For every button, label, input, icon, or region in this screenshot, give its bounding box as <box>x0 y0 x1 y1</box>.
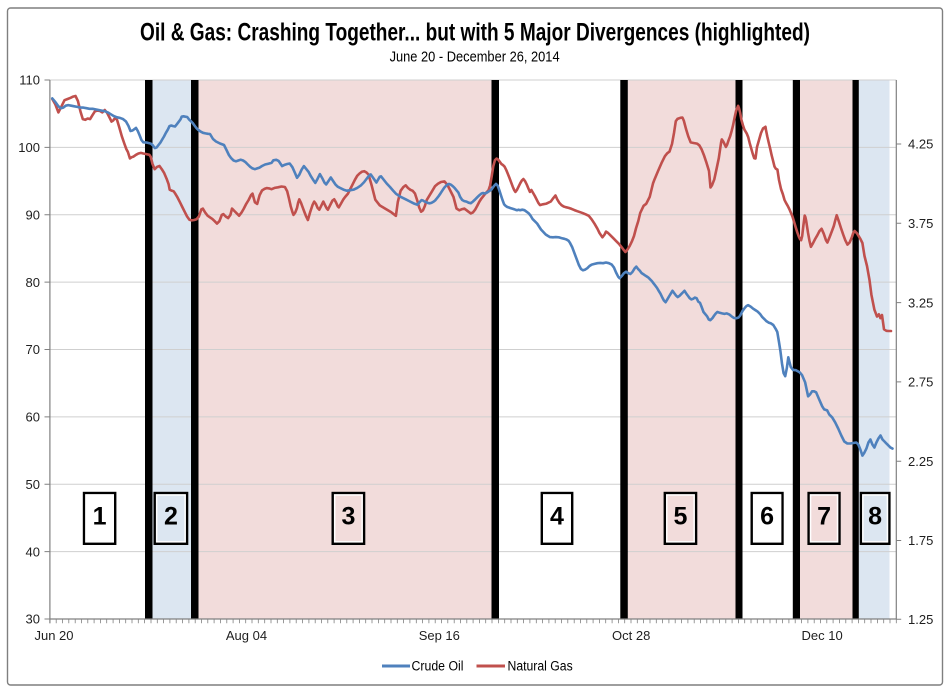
svg-text:6: 6 <box>760 503 774 531</box>
svg-text:110: 110 <box>19 73 40 88</box>
svg-text:Aug 04: Aug 04 <box>226 628 267 643</box>
svg-text:2.25: 2.25 <box>908 454 933 469</box>
svg-text:Oil & Gas: Crashing Together..: Oil & Gas: Crashing Together... but with… <box>140 19 810 47</box>
svg-text:5: 5 <box>673 503 687 531</box>
svg-text:60: 60 <box>26 410 40 425</box>
svg-text:1.25: 1.25 <box>908 612 933 627</box>
svg-text:Jun 20: Jun 20 <box>34 628 73 643</box>
svg-text:1: 1 <box>93 503 107 531</box>
svg-text:Sep 16: Sep 16 <box>419 628 460 643</box>
svg-text:June 20 - December 26, 2014: June 20 - December 26, 2014 <box>390 49 560 66</box>
svg-text:3.25: 3.25 <box>908 295 933 310</box>
svg-text:Natural Gas: Natural Gas <box>508 659 573 674</box>
svg-text:Dec 10: Dec 10 <box>801 628 842 643</box>
svg-text:Oct 28: Oct 28 <box>612 628 650 643</box>
svg-text:8: 8 <box>868 503 882 531</box>
svg-text:100: 100 <box>18 140 40 155</box>
svg-text:4: 4 <box>550 503 564 531</box>
svg-text:30: 30 <box>26 612 40 627</box>
svg-text:7: 7 <box>817 503 831 531</box>
svg-text:3.75: 3.75 <box>908 216 933 231</box>
svg-text:40: 40 <box>26 544 40 559</box>
svg-text:70: 70 <box>26 342 40 357</box>
svg-text:90: 90 <box>26 208 40 223</box>
svg-text:Crude Oil: Crude Oil <box>412 659 464 674</box>
svg-text:4.25: 4.25 <box>908 137 933 152</box>
svg-text:2: 2 <box>164 503 178 531</box>
svg-text:2.75: 2.75 <box>908 375 933 390</box>
svg-text:1.75: 1.75 <box>908 533 933 548</box>
svg-text:3: 3 <box>341 503 355 531</box>
svg-text:80: 80 <box>26 275 40 290</box>
svg-text:50: 50 <box>26 477 40 492</box>
